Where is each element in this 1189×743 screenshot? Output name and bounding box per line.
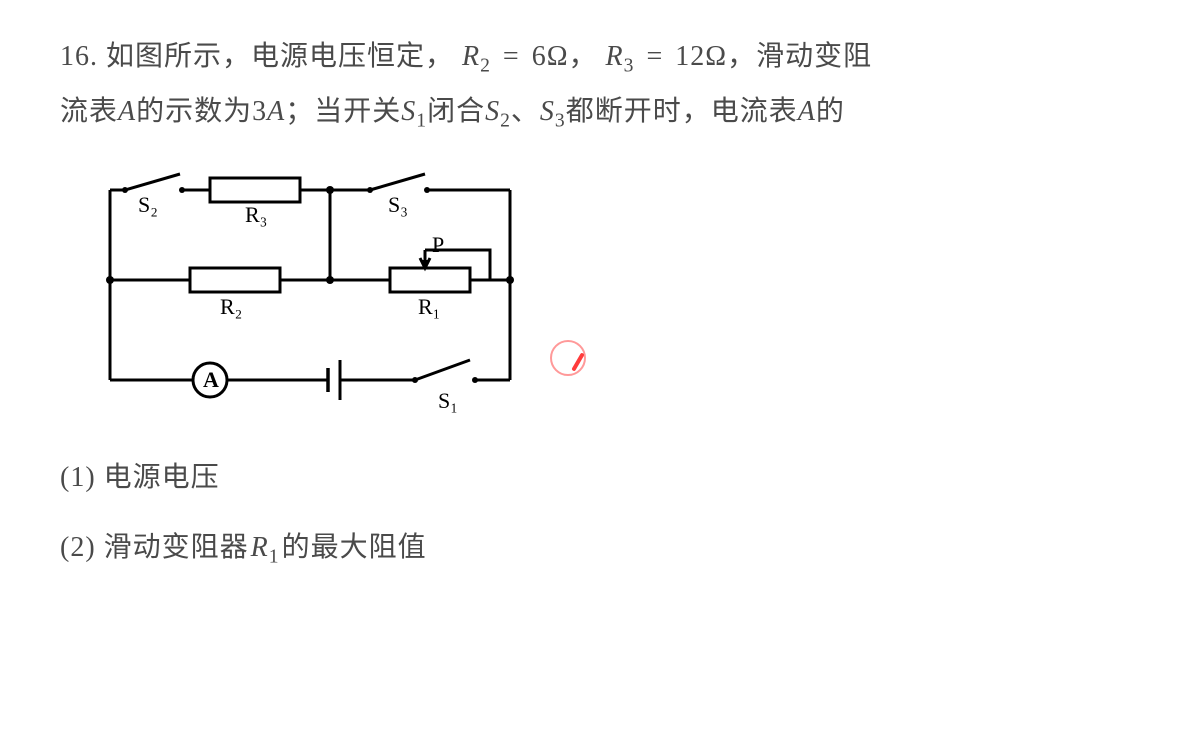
question-2: (2) 滑动变阻器R1的最大阻值 [60,525,1129,569]
problem-line-2: 流表A的示数为3A；当开关S1闭合S2、S3都断开时，电流表A的 [60,85,1129,140]
problem-number: 16. [60,41,98,72]
label-s3: S₃ [388,192,408,217]
label-a: A [203,367,219,392]
label-r2: R₂ [220,294,242,319]
math-r1: R1 [249,532,282,563]
math-r3: R3 = 12Ω [606,41,728,72]
circuit-diagram: S₂ S₃ R₃ R₂ R₁ P A S₁ [70,160,1129,425]
problem-line-1: 16. 如图所示，电源电压恒定， R2 = 6Ω， R3 = 12Ω，滑动变阻 [60,30,1129,85]
math-s1: S1 [401,96,427,127]
math-s2: S2 [485,96,511,127]
questions: (1) 电源电压 (2) 滑动变阻器R1的最大阻值 [60,455,1129,569]
label-s1: S₁ [438,388,458,413]
label-r1: R₁ [418,294,440,319]
label-r3: R₃ [245,202,267,227]
math-r2: R2 = 6Ω [462,41,569,72]
label-s2: S₂ [138,192,158,217]
problem-statement: 16. 如图所示，电源电压恒定， R2 = 6Ω， R3 = 12Ω，滑动变阻 … [60,30,1129,140]
question-1: (1) 电源电压 [60,455,1129,495]
label-p: P [432,232,444,257]
math-s3: S3 [540,96,566,127]
